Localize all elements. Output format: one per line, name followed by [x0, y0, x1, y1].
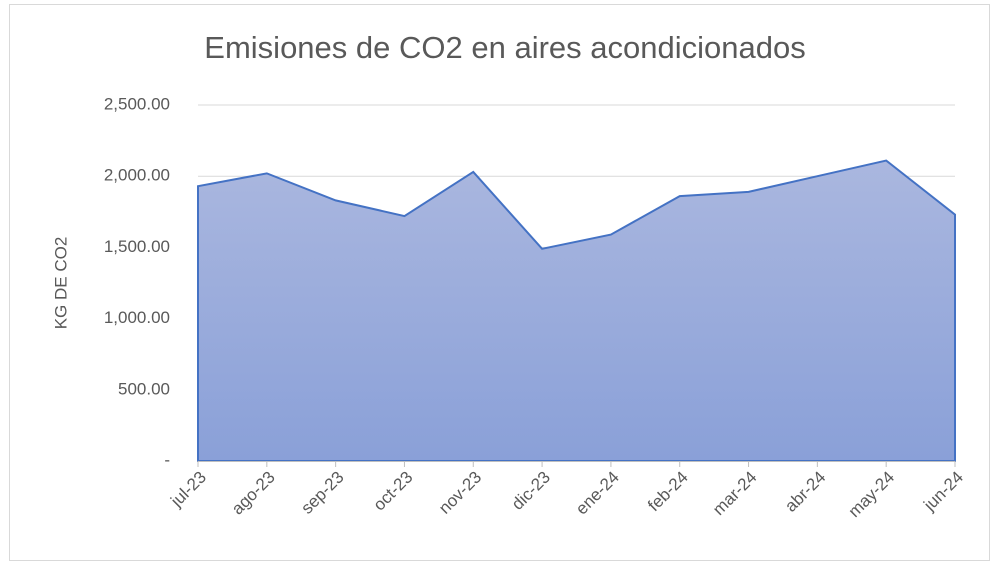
y-tick-label: 2,000.00: [104, 166, 170, 185]
y-tick-label: 2,500.00: [104, 94, 170, 113]
chart-title: Emisiones de CO2 en aires acondicionados: [204, 30, 805, 65]
y-tick-label: -: [164, 450, 170, 469]
y-tick-label: 1,500.00: [104, 237, 170, 256]
y-axis-label: KG DE CO2: [51, 237, 70, 330]
y-tick-label: 1,000.00: [104, 308, 170, 327]
area: [197, 159, 956, 462]
y-tick-label: 500.00: [118, 379, 170, 398]
